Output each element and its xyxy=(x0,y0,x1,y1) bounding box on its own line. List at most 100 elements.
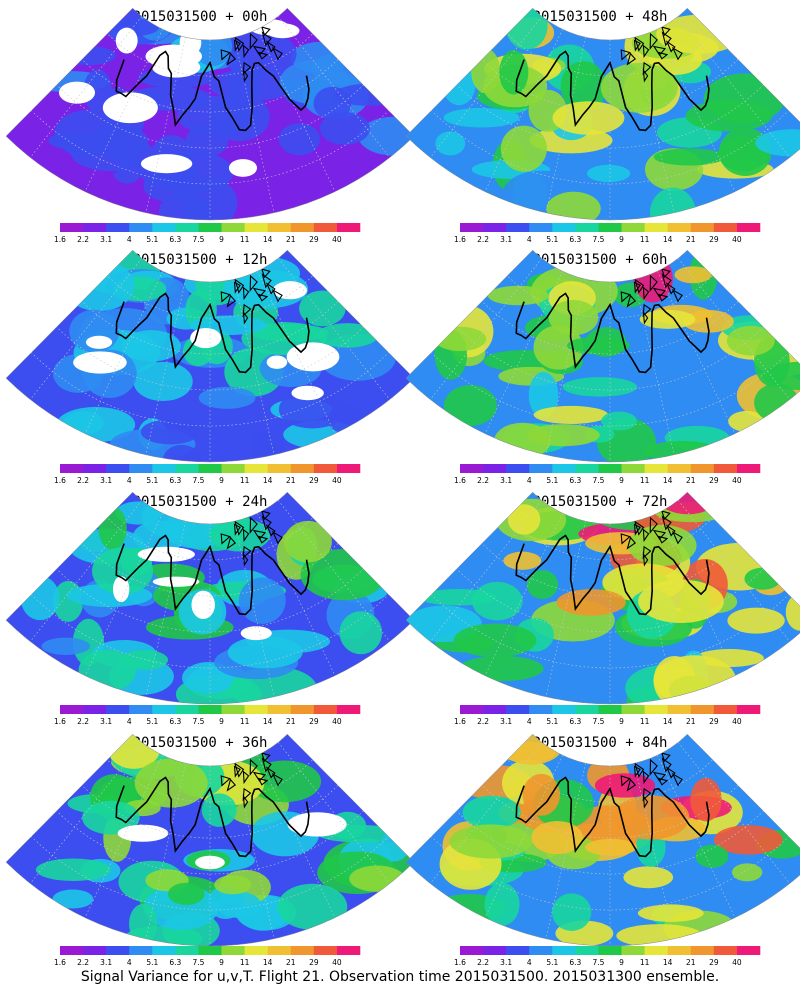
colorbar-label: 40 xyxy=(332,958,342,967)
colorbar-label: 1.6 xyxy=(54,958,66,967)
colorbar-label: 9 xyxy=(219,958,224,967)
field-blob xyxy=(181,177,238,220)
missing-region xyxy=(287,812,347,837)
colorbar-swatch xyxy=(736,705,761,714)
island-outline xyxy=(226,294,237,308)
map-frame xyxy=(405,733,800,947)
field-blob xyxy=(98,506,127,550)
island-outline xyxy=(633,765,641,778)
colorbar-label: 21 xyxy=(686,476,696,485)
island-outline xyxy=(671,46,683,61)
island-outline xyxy=(633,39,641,52)
field-blob xyxy=(674,266,712,284)
colorbar-label: 4 xyxy=(127,958,132,967)
colorbar-swatch xyxy=(83,223,107,232)
panel-title-00h: 2015031500 + 00h xyxy=(132,9,268,25)
island-outline xyxy=(642,68,649,83)
colorbar-swatch xyxy=(106,705,130,714)
field-blob xyxy=(141,497,200,538)
field-blob xyxy=(683,309,734,333)
island-outline xyxy=(657,777,669,786)
colorbar-label: 29 xyxy=(309,476,319,485)
colorbar-swatch xyxy=(644,464,668,473)
missing-region xyxy=(266,355,288,369)
field-blob xyxy=(63,411,104,435)
island-outline xyxy=(242,310,249,325)
colorbar-swatch xyxy=(598,705,622,714)
colorbar-swatch xyxy=(313,223,338,232)
colorbar-swatch xyxy=(336,705,361,714)
island-outline xyxy=(626,536,637,550)
colorbar-label: 14 xyxy=(663,235,673,244)
parallel xyxy=(63,492,357,561)
colorbar-swatch xyxy=(221,705,245,714)
colorbar-label: 4 xyxy=(127,717,132,726)
field-blob xyxy=(562,377,638,397)
colorbar-label: 4 xyxy=(527,476,532,485)
island-outline xyxy=(242,545,252,560)
colorbar-swatch xyxy=(667,946,692,955)
island-outline xyxy=(633,523,641,536)
island-outline xyxy=(233,523,241,536)
colorbar-label: 4 xyxy=(127,476,132,485)
island-outline xyxy=(652,529,667,540)
island-outline xyxy=(249,32,258,51)
colorbar-label: 4 xyxy=(527,958,532,967)
colorbar-label: 21 xyxy=(286,235,296,244)
colorbar-label: 7.5 xyxy=(592,958,604,967)
island-outline xyxy=(271,772,283,787)
coastline xyxy=(115,292,310,374)
field-blob xyxy=(434,326,487,351)
island-outline xyxy=(252,287,267,298)
colorbar-label: 5.1 xyxy=(146,476,158,485)
colorbar-label: 7.5 xyxy=(192,235,204,244)
colorbar-label: 9 xyxy=(219,717,224,726)
colorbar-swatch xyxy=(152,223,176,232)
field-blob xyxy=(526,570,559,600)
colorbar-label: 3.1 xyxy=(500,476,512,485)
island-outline xyxy=(252,771,267,782)
colorbar-swatch xyxy=(175,705,199,714)
colorbar-label: 11 xyxy=(640,958,650,967)
field-blob xyxy=(637,904,704,922)
field-blob xyxy=(556,589,626,616)
missing-region xyxy=(115,27,138,54)
field-blob xyxy=(499,49,529,95)
island-outline xyxy=(626,52,637,66)
colorbar-swatch xyxy=(106,464,130,473)
coastline xyxy=(115,534,310,616)
colorbar-label: 6.3 xyxy=(569,717,581,726)
parallel xyxy=(63,8,357,77)
colorbar-swatch xyxy=(713,705,738,714)
field-blob xyxy=(216,891,261,919)
island-outline xyxy=(261,757,272,773)
field-blob xyxy=(503,551,542,570)
field-blob xyxy=(41,637,90,655)
island-outline xyxy=(671,530,683,545)
colorbar-label: 3.1 xyxy=(100,958,112,967)
island-outline xyxy=(220,533,231,545)
field-blob xyxy=(731,863,763,882)
missing-region xyxy=(140,154,193,174)
field-blob xyxy=(522,773,561,816)
colorbar-swatch xyxy=(713,946,738,955)
island-outline xyxy=(661,515,672,531)
colorbar-5: 1.6 2.2 3.1 4 5.1 6.3 7.5 9 11 14 21 29 40 xyxy=(454,464,761,485)
colorbar-swatch xyxy=(552,946,576,955)
island-outline xyxy=(649,32,658,51)
island-outline xyxy=(252,45,267,56)
colorbar-swatch xyxy=(483,705,507,714)
field-blob xyxy=(167,882,205,905)
colorbar-swatch xyxy=(313,946,338,955)
field-blob xyxy=(278,123,321,156)
missing-region xyxy=(249,19,290,36)
colorbar-swatch xyxy=(575,223,599,232)
colorbar-swatch xyxy=(60,705,84,714)
missing-region xyxy=(272,281,308,300)
colorbar-swatch xyxy=(575,464,599,473)
colorbar-label: 11 xyxy=(240,476,250,485)
colorbar-swatch xyxy=(690,223,715,232)
colorbar-swatch xyxy=(644,223,668,232)
colorbar-label: 29 xyxy=(309,717,319,726)
colorbar-label: 2.2 xyxy=(77,235,89,244)
